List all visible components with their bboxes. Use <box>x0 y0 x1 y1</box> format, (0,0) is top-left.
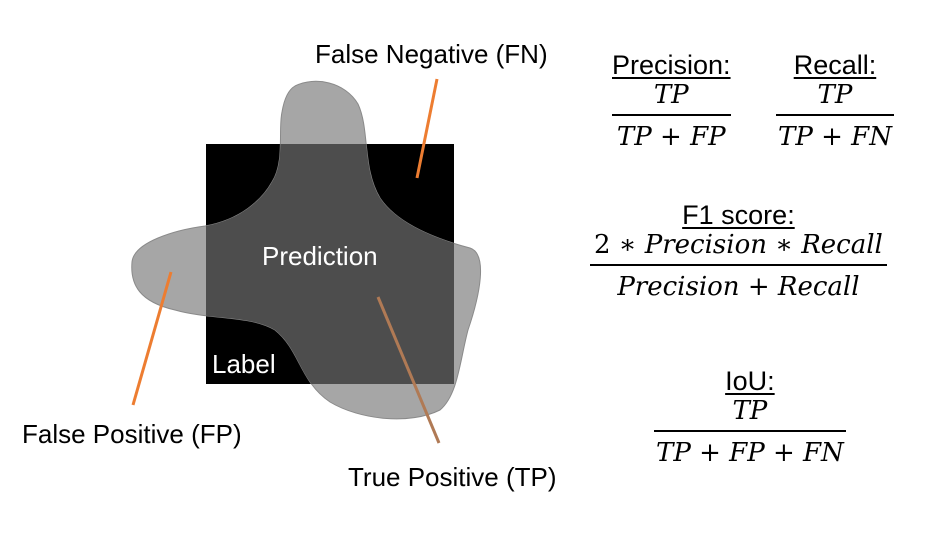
tp-pointer-line <box>376 296 441 444</box>
f1-denominator: Precision + Recall <box>617 272 860 302</box>
false-positive-label: False Positive (FP) <box>22 419 242 449</box>
f1-title: F1 score: <box>682 200 795 230</box>
f1-fraction-bar <box>590 264 887 266</box>
false-negative-label: False Negative (FN) <box>315 39 548 69</box>
recall-fraction-bar <box>776 114 894 116</box>
f1-formula: F1 score: 2 ∗ Precision ∗ Recall Precisi… <box>590 200 887 302</box>
precision-numerator: TP <box>653 80 689 110</box>
precision-denominator: TP + FP <box>616 122 726 152</box>
true-positive-label: True Positive (TP) <box>348 462 557 492</box>
prediction-label: Prediction <box>262 241 378 271</box>
recall-title: Recall: <box>793 50 877 80</box>
fn-pointer-line <box>415 78 439 179</box>
precision-title: Precision: <box>612 50 731 80</box>
iou-fraction-bar <box>654 430 846 432</box>
iou-denominator: TP + FP + FN <box>656 438 844 468</box>
f1-numerator: 2 ∗ Precision ∗ Recall <box>590 230 887 260</box>
precision-fraction-bar <box>612 114 731 116</box>
recall-formula: Recall: TP TP + FN <box>776 50 894 152</box>
iou-numerator: TP <box>732 396 768 426</box>
precision-formula: Precision: TP TP + FP <box>612 50 731 152</box>
recall-numerator: TP <box>817 80 853 110</box>
label-label: Label <box>212 349 276 379</box>
fp-pointer-line <box>131 271 173 406</box>
recall-denominator: TP + FN <box>778 122 892 152</box>
iou-title: IoU: <box>725 366 775 396</box>
iou-formula: IoU: TP TP + FP + FN <box>654 366 846 468</box>
f1-numerator-rest: ∗ Precision ∗ Recall <box>610 230 883 260</box>
f1-numerator-lead: 2 <box>594 230 611 260</box>
